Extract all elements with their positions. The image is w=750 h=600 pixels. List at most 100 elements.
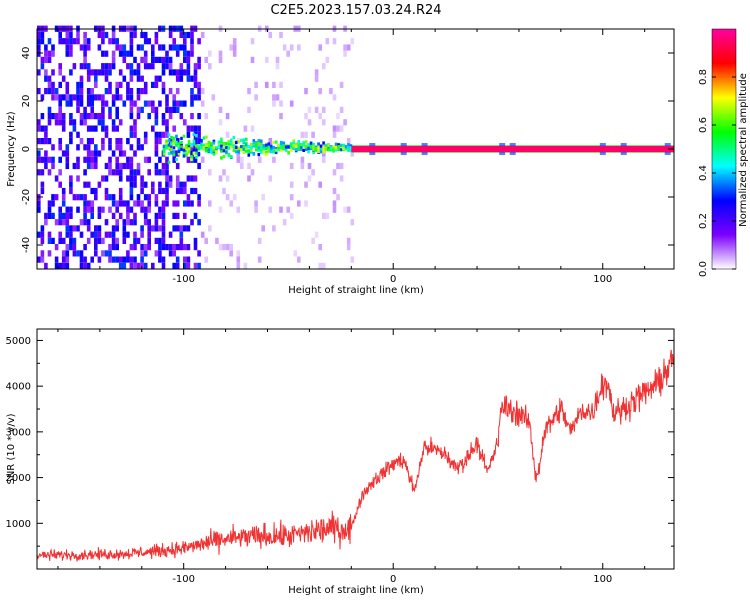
noise-cell [208,225,212,232]
noise-cell [311,131,315,138]
noise-cell [58,81,62,88]
signal-cell [167,151,171,156]
signal-cell [319,150,323,154]
noise-cell [161,44,166,51]
noise-cell [183,119,187,126]
noise-cell [154,212,159,219]
noise-cell [136,88,141,95]
noise-cell [254,81,258,88]
noise-cell [168,144,173,151]
noise-cell [129,50,134,57]
noise-cell [229,200,233,207]
noise-cell [83,206,87,213]
noise-cell [118,44,123,51]
noise-cell [83,169,87,176]
noise-cell [118,169,123,176]
noise-cell [147,63,151,70]
signal-cell [289,142,293,146]
noise-cell [140,200,144,207]
noise-cell [61,212,66,219]
noise-cell [147,100,151,107]
noise-cell [86,75,91,82]
signal-cell [262,147,266,151]
signal-cell [322,141,325,145]
noise-cell [261,194,265,201]
noise-cell [183,181,187,188]
noise-cell [79,44,84,51]
noise-cell [133,150,137,157]
noise-cell [229,244,233,251]
noise-cell [140,106,144,113]
noise-cell [51,212,55,219]
signal-cell [267,145,271,149]
noise-cell [115,81,119,88]
signal-cell [242,139,246,143]
signal-cell [172,139,176,143]
noise-cell [69,119,73,126]
signal-cell [262,150,266,154]
noise-cell [336,162,340,170]
noise-cell [293,250,298,257]
noise-cell [111,150,116,157]
signal-cell [307,146,310,151]
noise-cell [143,81,148,88]
signal-cell [195,151,198,155]
noise-cell [126,156,130,163]
signal-cell [282,141,285,145]
noise-cell [86,219,91,226]
signal-cell [185,144,188,148]
noise-cell [69,38,73,45]
noise-cell [61,200,66,207]
noise-cell [140,144,144,151]
noise-cell [218,206,223,213]
signal-cell [172,152,176,157]
noise-cell [186,194,191,201]
noise-cell [165,131,169,138]
signal-cell [165,139,168,143]
noise-cell [61,38,66,45]
noise-cell [179,187,184,195]
signal-cell [317,144,320,148]
noise-cell [311,169,315,176]
signal-cell [237,146,241,150]
noise-cell [175,106,180,113]
signal-cell [324,143,328,147]
noise-cell [236,156,241,163]
noise-cell [94,194,98,201]
noise-cell [129,38,134,45]
signal-cell [210,148,213,152]
noise-cell [225,113,230,120]
noise-cell [83,212,87,219]
signal-cell [287,150,290,155]
noise-cell [129,219,134,226]
noise-cell [83,156,87,163]
noise-cell [279,31,283,39]
noise-cell [37,256,41,263]
noise-cell [175,225,180,232]
signal-cell [252,139,256,143]
noise-cell [161,262,166,269]
noise-cell [236,250,241,257]
noise-cell [186,56,191,63]
noise-cell [72,119,77,126]
signal-cell [255,142,258,146]
noise-cell [37,69,41,76]
signal-cell [250,150,253,154]
noise-cell [172,244,176,251]
noise-cell [65,244,70,251]
noise-cell [108,138,112,145]
noise-cell [61,237,66,244]
noise-cell [97,94,102,101]
noise-cell [129,262,134,269]
noise-cell [147,206,151,213]
noise-cell [115,106,119,113]
noise-cell [151,63,155,70]
noise-cell [51,194,55,201]
x-tick-label: 0 [390,574,396,585]
noise-cell [168,31,173,39]
noise-cell [101,94,105,101]
noise-cell [193,63,198,70]
noise-cell [37,125,41,132]
noise-cell [140,250,144,257]
signal-cell [205,144,208,149]
